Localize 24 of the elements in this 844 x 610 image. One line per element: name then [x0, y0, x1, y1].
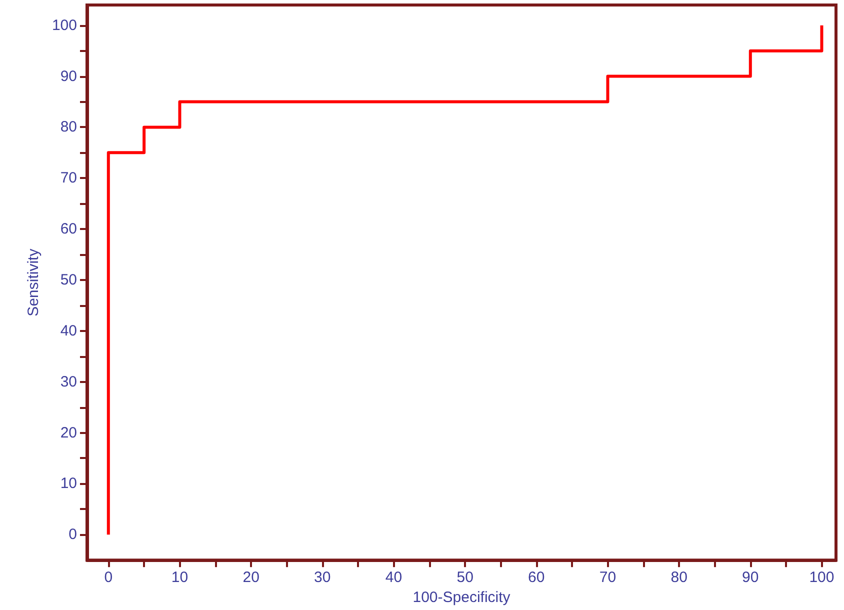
x-tick-label: 10: [171, 569, 188, 586]
y-tick-label: 80: [60, 118, 77, 136]
x-tick-label: 60: [528, 569, 545, 586]
x-tick-label: 80: [670, 569, 688, 586]
y-tick-label: 40: [60, 322, 77, 340]
y-tick-label: 100: [52, 16, 77, 34]
y-tick-label: 60: [60, 220, 77, 238]
y-tick-label: 70: [60, 170, 77, 187]
y-tick-label: 30: [60, 373, 77, 390]
y-axis-title: Sensitivity: [25, 248, 42, 316]
x-tick-label: 100: [809, 569, 834, 586]
x-tick-label: 20: [242, 569, 260, 586]
y-tick-label: 20: [60, 424, 77, 442]
x-tick-label: 0: [104, 569, 113, 586]
x-axis-title: 100-Specificity: [412, 589, 511, 606]
y-tick-label: 0: [68, 526, 77, 544]
x-tick-label: 30: [314, 569, 331, 586]
x-tick-label: 70: [599, 569, 616, 586]
y-tick-label: 50: [60, 272, 77, 289]
y-tick-label: 10: [60, 475, 77, 492]
y-tick-label: 90: [60, 68, 77, 85]
x-tick-label: 90: [742, 569, 759, 586]
x-tick-label: 50: [456, 569, 474, 586]
x-tick-label: 40: [385, 569, 402, 586]
